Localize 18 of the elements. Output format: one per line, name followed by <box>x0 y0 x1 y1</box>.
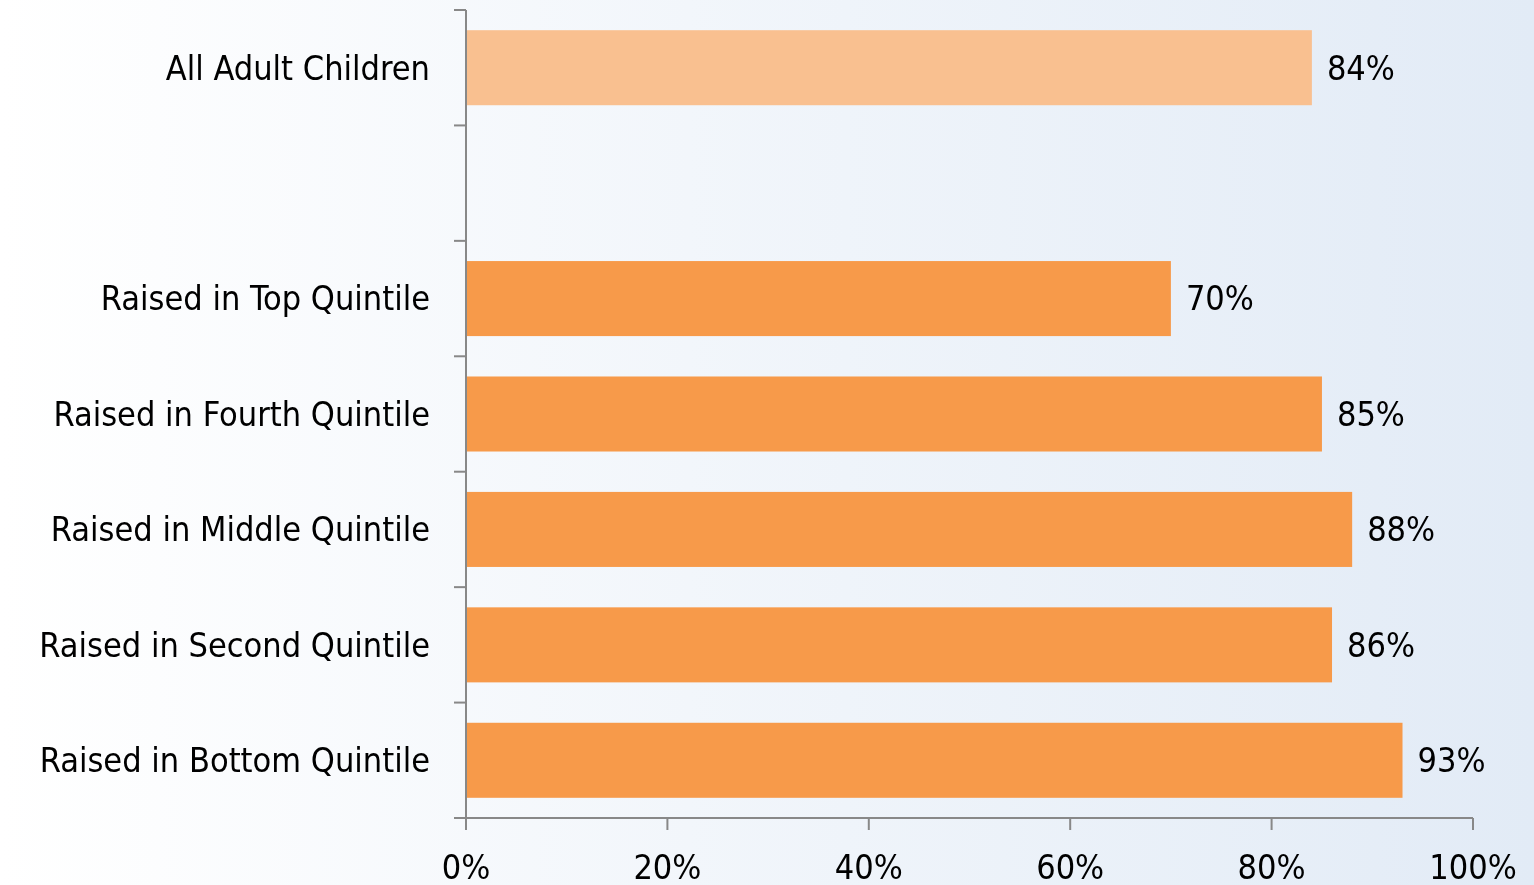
y-tick-label: Raised in Top Quintile <box>100 278 430 319</box>
y-tick-label: Raised in Second Quintile <box>39 624 430 665</box>
x-tick-label: 40% <box>834 847 903 885</box>
y-tick-label: Raised in Bottom Quintile <box>39 740 430 781</box>
data-label: 86% <box>1347 624 1415 665</box>
x-tick-label: 80% <box>1237 847 1306 885</box>
data-label: 84% <box>1326 47 1395 88</box>
x-tick-label: 60% <box>1036 847 1105 885</box>
x-tick-label: 0% <box>441 847 491 885</box>
data-label: 70% <box>1185 278 1254 319</box>
data-label: 85% <box>1336 393 1405 434</box>
data-label: 93% <box>1417 740 1486 781</box>
y-tick-label: All Adult Children <box>165 47 430 88</box>
x-tick-label: 20% <box>633 847 702 885</box>
x-tick-label: 100% <box>1429 847 1517 885</box>
y-tick-label: Raised in Middle Quintile <box>50 509 430 550</box>
data-label: 88% <box>1367 509 1436 550</box>
y-tick-label: Raised in Fourth Quintile <box>53 393 430 434</box>
